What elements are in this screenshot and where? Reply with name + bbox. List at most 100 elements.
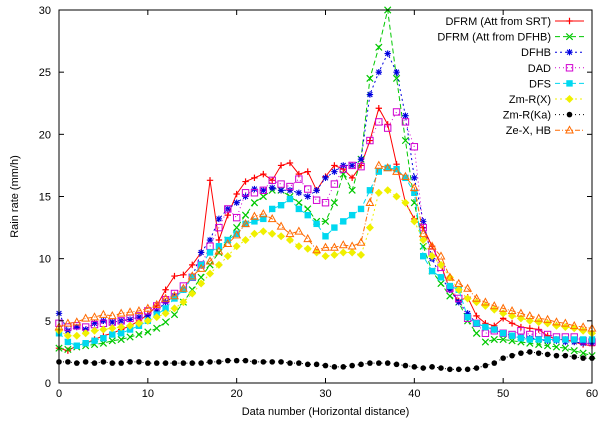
data-point [366, 74, 374, 83]
data-point [64, 327, 72, 334]
data-point [348, 161, 356, 170]
data-point [349, 362, 355, 369]
data-point [233, 230, 240, 237]
legend-marker [566, 49, 573, 56]
data-point [65, 359, 71, 365]
data-point [384, 121, 391, 128]
data-point [427, 241, 437, 250]
data-point [509, 352, 515, 359]
data-point [463, 283, 473, 292]
data-point [410, 143, 419, 151]
data-point [401, 118, 410, 126]
data-point [331, 168, 338, 175]
data-point [570, 347, 578, 355]
legend-entry: DFHB [521, 47, 584, 59]
legend-entry: DFS [529, 78, 584, 90]
x-tick-label: 50 [497, 388, 509, 400]
data-point [73, 342, 80, 349]
data-point [375, 105, 382, 112]
data-point [233, 357, 240, 364]
x-tick-label: 20 [231, 388, 243, 400]
data-point [491, 326, 498, 333]
data-point [535, 326, 542, 333]
data-point [268, 176, 276, 185]
data-point [312, 196, 321, 204]
data-point [153, 307, 160, 315]
data-point [233, 190, 240, 198]
data-point [286, 182, 294, 191]
data-point [330, 250, 339, 259]
data-point [180, 271, 187, 279]
data-point [313, 361, 320, 368]
data-point [82, 359, 89, 365]
data-point [260, 215, 267, 223]
data-point [269, 359, 276, 365]
data-point [322, 174, 329, 182]
data-point [455, 366, 462, 373]
data-point [516, 308, 526, 317]
data-point [161, 309, 170, 318]
data-point [170, 291, 179, 300]
data-point [117, 323, 126, 332]
data-point [277, 202, 285, 209]
data-point [135, 330, 143, 339]
data-point [473, 365, 480, 371]
data-point [242, 193, 249, 200]
data-point [527, 349, 533, 355]
data-point [267, 214, 277, 223]
data-point [508, 332, 516, 339]
data-point [562, 336, 569, 343]
y-tick-label: 20 [39, 129, 51, 141]
data-point [348, 186, 356, 194]
data-point [331, 364, 338, 370]
data-point [206, 249, 214, 256]
data-point [455, 294, 463, 303]
data-point [491, 360, 498, 366]
data-point [517, 323, 525, 331]
data-point [384, 164, 391, 172]
legend-entry: Zm-R(Ka) [503, 110, 584, 122]
data-point [145, 360, 151, 366]
data-point [321, 199, 330, 207]
data-point [348, 174, 356, 182]
data-point [375, 168, 382, 175]
data-point [242, 178, 249, 185]
data-point [180, 360, 187, 366]
legend-marker [565, 64, 574, 72]
data-point [436, 251, 446, 260]
data-point [269, 184, 276, 191]
data-point [481, 338, 490, 346]
data-point [463, 294, 472, 303]
data-point [98, 309, 108, 318]
data-point [366, 136, 374, 145]
data-point [543, 319, 552, 328]
data-point [161, 293, 171, 302]
data-point [402, 174, 409, 182]
data-point [356, 237, 366, 246]
data-point [118, 360, 124, 366]
legend-entry: DFRM (Att from DFHB) [437, 32, 584, 44]
data-point [411, 189, 418, 196]
data-point [329, 242, 339, 251]
data-point [251, 359, 258, 365]
data-point [365, 197, 375, 207]
data-point [571, 336, 578, 343]
data-point [260, 170, 267, 178]
data-point [517, 335, 525, 342]
data-point [215, 236, 223, 244]
data-point [525, 311, 535, 320]
data-point [365, 223, 374, 232]
data-point [276, 221, 286, 230]
data-point [393, 68, 400, 76]
data-point [285, 236, 294, 245]
data-point [304, 168, 311, 175]
data-point [233, 199, 240, 206]
data-point [260, 359, 267, 365]
data-point [171, 272, 178, 280]
data-point [402, 112, 409, 119]
data-point [339, 248, 348, 257]
data-point [579, 326, 588, 335]
data-point [269, 177, 276, 184]
legend-marker [565, 32, 574, 41]
data-point [162, 360, 169, 366]
